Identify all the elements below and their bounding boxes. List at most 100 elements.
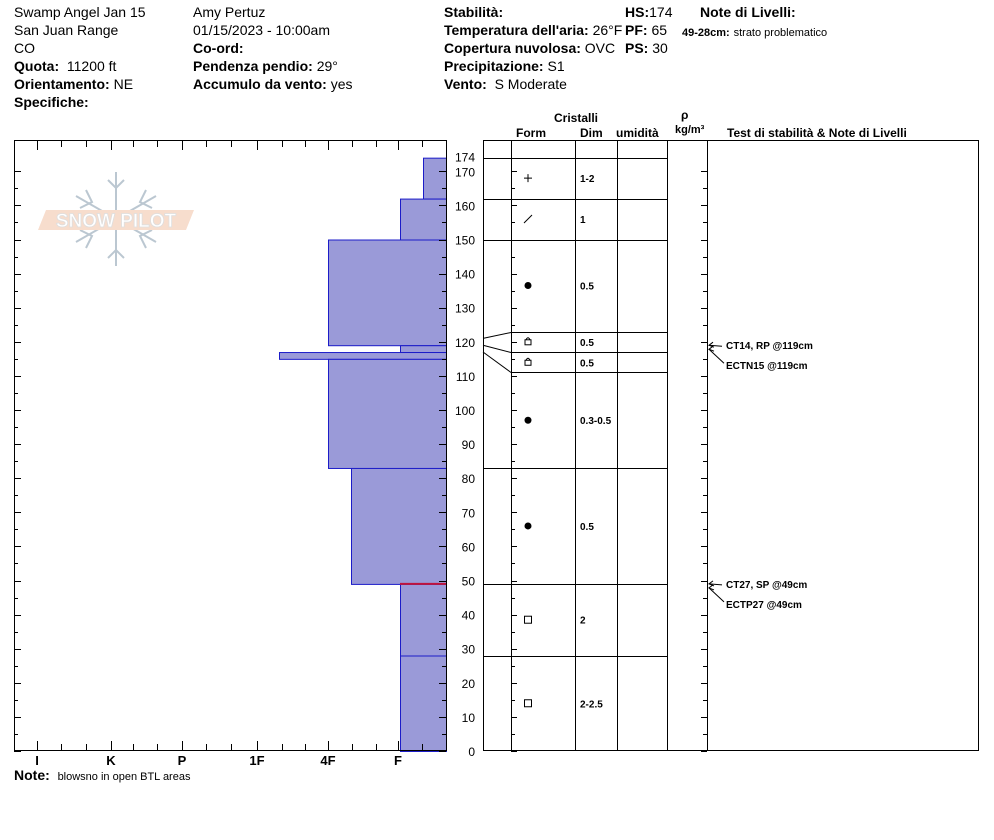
grain-size-6: 0.5 bbox=[580, 522, 594, 533]
grain-size-3: 0.5 bbox=[580, 338, 594, 349]
height-label-80: 80 bbox=[462, 472, 476, 486]
snow-height: HS:174 bbox=[625, 4, 673, 20]
hardness-bar-3 bbox=[400, 345, 447, 354]
hardness-bar-2 bbox=[328, 239, 447, 347]
boundary-connector bbox=[482, 332, 512, 339]
hardness-bar-0 bbox=[423, 157, 447, 200]
site-name: Swamp Angel Jan 15 bbox=[14, 4, 146, 20]
precipitation: Precipitazione: S1 bbox=[444, 58, 565, 74]
hardness-bar-1 bbox=[400, 198, 447, 241]
test-arrow-head bbox=[707, 345, 715, 352]
grain-rounding-facet-icon bbox=[524, 339, 532, 346]
height-label-120: 120 bbox=[455, 336, 475, 350]
slope-angle: Pendenza pendio: 29° bbox=[193, 58, 338, 74]
test-arrow bbox=[708, 344, 723, 347]
hardness-bar-7 bbox=[400, 583, 447, 752]
specifics-label: Specifiche: bbox=[14, 94, 89, 110]
hardness-label-P: P bbox=[178, 753, 187, 768]
height-label-40: 40 bbox=[462, 609, 476, 623]
height-label-60: 60 bbox=[462, 540, 476, 554]
stability-test-2: CT27, SP @49cm bbox=[726, 580, 807, 591]
height-label-130: 130 bbox=[455, 302, 475, 316]
size-header: Dim bbox=[580, 126, 603, 140]
crystal-table-frame bbox=[483, 140, 979, 751]
layer-notes-label: Note di Livelli: bbox=[700, 4, 796, 20]
hardness-label-1F: 1F bbox=[249, 753, 264, 768]
height-label-20: 20 bbox=[462, 677, 476, 691]
svg-text:SNOW PILOT: SNOW PILOT bbox=[56, 211, 177, 232]
grain-size-7: 2 bbox=[580, 616, 586, 627]
grain-size-4: 0.5 bbox=[580, 358, 594, 369]
density-unit: kg/m³ bbox=[675, 124, 705, 136]
ski-penetration: PS: 30 bbox=[625, 40, 668, 56]
height-label-70: 70 bbox=[462, 506, 476, 520]
hardness-bar-5 bbox=[328, 358, 447, 469]
wind-loading: Accumulo da vento: yes bbox=[193, 76, 353, 92]
aspect: Orientamento: NE bbox=[14, 76, 134, 92]
grain-size-5: 0.3-0.5 bbox=[580, 416, 612, 427]
stability-notes-header: Test di stabilità & Note di Livelli bbox=[727, 126, 907, 140]
test-arrow-head bbox=[707, 584, 715, 591]
height-label-170: 170 bbox=[455, 165, 475, 179]
height-label-50: 50 bbox=[462, 575, 476, 589]
test-arrow bbox=[708, 587, 725, 603]
hardness-graph-frame bbox=[14, 140, 447, 751]
layer-note: 49-28cm: strato problematico bbox=[682, 27, 828, 39]
height-label-140: 140 bbox=[455, 268, 475, 282]
elevation: Quota: 11200 ft bbox=[14, 58, 117, 74]
grain-rounded-icon bbox=[524, 282, 532, 290]
height-label-100: 100 bbox=[455, 404, 475, 418]
boundary-connector bbox=[482, 351, 512, 373]
moisture-header: umidità bbox=[616, 126, 659, 140]
height-label-160: 160 bbox=[455, 199, 475, 213]
hardness-profile bbox=[279, 157, 447, 752]
test-arrow-head bbox=[707, 580, 715, 587]
cloud-cover: Copertura nuvolosa: OVC bbox=[444, 40, 616, 56]
grain-size-2: 0.5 bbox=[580, 282, 594, 293]
hardness-label-4F: 4F bbox=[320, 753, 335, 768]
grain-rounded-icon bbox=[524, 416, 532, 424]
footer-note: Note: blowsno in open BTL areas bbox=[14, 767, 191, 783]
mountain-range: San Juan Range bbox=[14, 22, 119, 38]
test-arrow bbox=[708, 348, 725, 364]
grain-rounding-facet-icon bbox=[525, 337, 531, 341]
grain-size-0: 1-2 bbox=[580, 174, 595, 185]
height-label-10: 10 bbox=[462, 711, 476, 725]
wind: Vento: S Moderate bbox=[444, 76, 567, 92]
hardness-bar-6 bbox=[351, 467, 447, 585]
density-symbol: ρ bbox=[681, 108, 689, 122]
height-label-30: 30 bbox=[462, 643, 476, 657]
height-label-174: 174 bbox=[455, 151, 475, 165]
stability-test-1: ECTN15 @119cm bbox=[726, 361, 808, 372]
grain-faceted-icon bbox=[524, 699, 532, 708]
test-arrow-head bbox=[707, 341, 715, 348]
stability-test-0: CT14, RP @119cm bbox=[726, 341, 813, 352]
grain-rounding-facet-icon bbox=[524, 359, 532, 366]
state: CO bbox=[14, 40, 35, 56]
height-label-110: 110 bbox=[456, 370, 475, 384]
height-label-150: 150 bbox=[455, 234, 475, 248]
foot-penetration: PF: 65 bbox=[625, 22, 668, 38]
grain-rounded-icon bbox=[524, 522, 532, 530]
grain-faceted-icon bbox=[524, 615, 532, 624]
grain-size-8: 2-2.5 bbox=[580, 699, 603, 710]
height-label-0: 0 bbox=[468, 745, 475, 759]
boundary-connector bbox=[482, 344, 512, 353]
height-label-90: 90 bbox=[462, 438, 476, 452]
observer: Amy Pertuz bbox=[193, 4, 266, 20]
grain-decomposing-icon bbox=[523, 214, 533, 224]
coordinates-label: Co-ord: bbox=[193, 40, 244, 56]
hardness-label-I: I bbox=[35, 753, 39, 768]
air-temperature: Temperatura dell'aria: 26°F bbox=[444, 22, 623, 38]
hardness-bar-4 bbox=[279, 352, 447, 360]
observation-datetime: 01/15/2023 - 10:00am bbox=[193, 22, 330, 38]
grain-rounding-facet-icon bbox=[525, 357, 531, 361]
hardness-label-K: K bbox=[106, 753, 116, 768]
stability-test-3: ECTP27 @49cm bbox=[726, 600, 802, 611]
snowpilot-logo: SNOW PILOT bbox=[38, 172, 194, 266]
crystals-header: Cristalli bbox=[554, 111, 599, 125]
stability-label: Stabilità: bbox=[444, 4, 504, 20]
test-arrow bbox=[708, 583, 723, 586]
grain-size-1: 1 bbox=[580, 215, 586, 226]
